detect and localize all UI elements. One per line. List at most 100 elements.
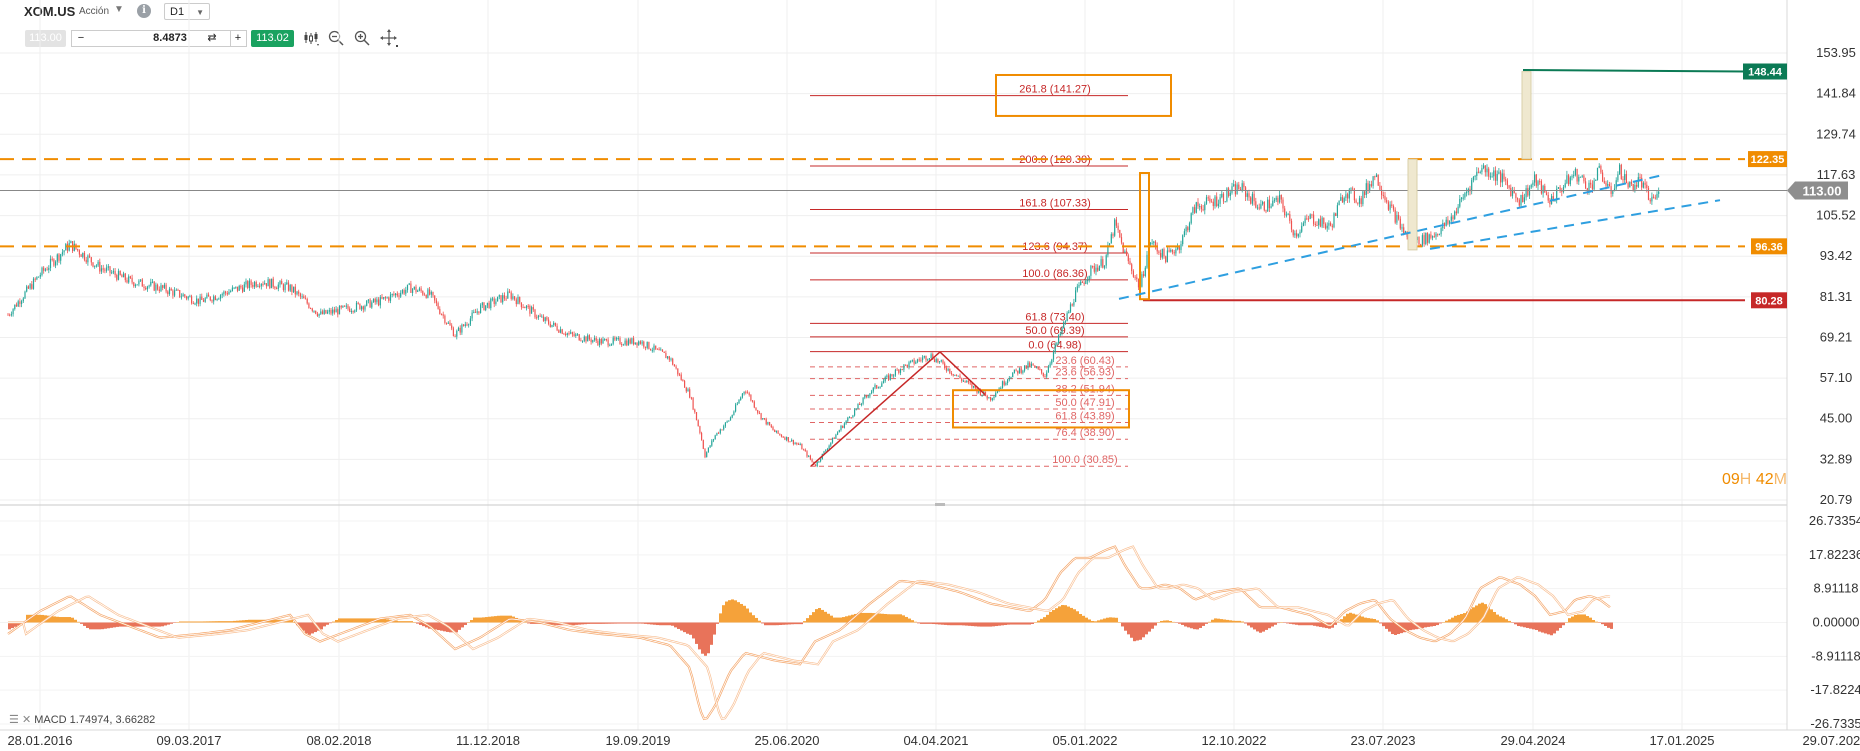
candle-body: [602, 339, 604, 344]
macd-histogram-bar: [287, 619, 290, 623]
sell-button[interactable]: 113.00: [25, 30, 66, 47]
candle-body: [187, 296, 189, 299]
macd-histogram-bar: [1187, 622, 1190, 628]
candle-body: [1156, 246, 1158, 252]
macd-histogram-bar: [1136, 622, 1139, 641]
candle-body: [1506, 180, 1508, 186]
level-tag-label: 148.44: [1748, 66, 1783, 78]
zoom-out-icon[interactable]: [327, 29, 345, 47]
candle-body: [763, 418, 766, 420]
candle-body: [614, 337, 616, 340]
macd-histogram-bar: [929, 622, 932, 624]
candle-body: [905, 364, 907, 366]
candle-body: [1452, 216, 1454, 220]
candle-body: [1627, 183, 1629, 188]
macd-histogram-bar: [809, 615, 812, 623]
macd-histogram-bar: [1142, 622, 1145, 638]
macd-histogram-bar: [497, 615, 500, 623]
macd-histogram-bar: [290, 619, 293, 623]
macd-histogram-bar: [1010, 622, 1013, 625]
volume-input[interactable]: 8.4873: [153, 32, 187, 44]
candle-body: [990, 397, 992, 401]
volume-increase-button[interactable]: +: [230, 31, 245, 46]
candle-body: [12, 309, 14, 315]
candle-body: [1005, 382, 1007, 385]
candle-body: [248, 280, 250, 288]
buy-button[interactable]: 113.02: [251, 30, 294, 47]
macd-histogram-bar: [1595, 621, 1598, 623]
macd-histogram-bar: [386, 619, 389, 623]
crosshair-icon[interactable]: [380, 29, 398, 47]
candle-body: [840, 425, 842, 431]
candle-body: [478, 311, 480, 314]
timeframe-select[interactable]: D1 ▼: [164, 3, 210, 20]
macd-histogram-bar: [1340, 619, 1343, 623]
candle-body: [446, 322, 448, 324]
macd-histogram-bar: [1268, 622, 1271, 629]
candle-body: [1571, 176, 1573, 178]
price-tick-label: 45.00: [1820, 411, 1853, 426]
fib-extension-label: 261.8 (141.27): [1019, 84, 1091, 96]
macd-histogram-bar: [1358, 615, 1361, 623]
candle-body: [1192, 207, 1194, 214]
candle-body: [692, 397, 694, 410]
candle-body: [816, 461, 818, 467]
candle-body: [1098, 265, 1100, 271]
macd-histogram-bar: [527, 622, 530, 624]
candle-body: [1296, 233, 1298, 237]
close-icon[interactable]: ✕: [21, 714, 32, 726]
candle-body: [143, 286, 145, 288]
candle-body: [862, 397, 864, 404]
candle-body: [434, 295, 436, 301]
candle-body: [869, 393, 871, 397]
candle-body: [624, 340, 626, 345]
macd-histogram-bar: [524, 622, 527, 623]
macd-histogram-bar: [893, 614, 896, 623]
zoom-in-icon[interactable]: [353, 29, 371, 47]
macd-legend[interactable]: ☰ ✕ MACD 1.74974, 3.66282: [9, 713, 155, 726]
macd-histogram-bar: [896, 614, 899, 623]
candle-body: [221, 294, 223, 296]
candle-body: [1039, 368, 1041, 370]
candle-body: [1117, 225, 1119, 230]
macd-histogram-bar: [803, 621, 806, 623]
chart-type-icon[interactable]: [302, 29, 320, 47]
candle-body: [1360, 198, 1362, 205]
candle-body: [493, 298, 495, 304]
macd-histogram-bar: [1568, 618, 1571, 623]
candle-body: [211, 300, 213, 302]
candle-body: [1551, 196, 1553, 205]
candle-body: [636, 342, 638, 346]
candle-body: [1307, 218, 1310, 220]
candle-body: [741, 393, 743, 398]
macd-histogram-bar: [152, 622, 155, 627]
candle-body: [665, 352, 667, 359]
macd-tick-label: 17.82236: [1809, 547, 1860, 562]
symbol-dropdown-icon[interactable]: ▼: [114, 4, 124, 15]
menu-icon[interactable]: ☰: [9, 714, 19, 726]
macd-histogram-bar: [155, 622, 158, 627]
macd-histogram-bar: [707, 622, 710, 654]
volume-decrease-button[interactable]: −: [77, 32, 85, 44]
candle-body: [1035, 367, 1038, 369]
candle-body: [735, 404, 737, 412]
candle-body: [634, 342, 636, 345]
macd-histogram-bar: [170, 622, 173, 624]
macd-histogram-bar: [1175, 622, 1178, 624]
candle-body: [986, 395, 988, 399]
candle-body: [731, 414, 733, 418]
info-icon[interactable]: i: [137, 4, 151, 18]
candle-body: [1545, 192, 1548, 195]
macd-histogram-bar: [32, 614, 35, 623]
candle-body: [172, 290, 174, 296]
symbol-name[interactable]: XOM.US: [24, 4, 76, 19]
candle-body: [1238, 184, 1240, 190]
candle-body: [1338, 200, 1340, 206]
candle-body: [872, 387, 874, 392]
candle-body: [823, 451, 825, 454]
candle-body: [514, 296, 516, 300]
candle-body: [1377, 174, 1379, 186]
candle-body: [1389, 204, 1391, 210]
swap-icon[interactable]: ⇄: [207, 32, 217, 44]
